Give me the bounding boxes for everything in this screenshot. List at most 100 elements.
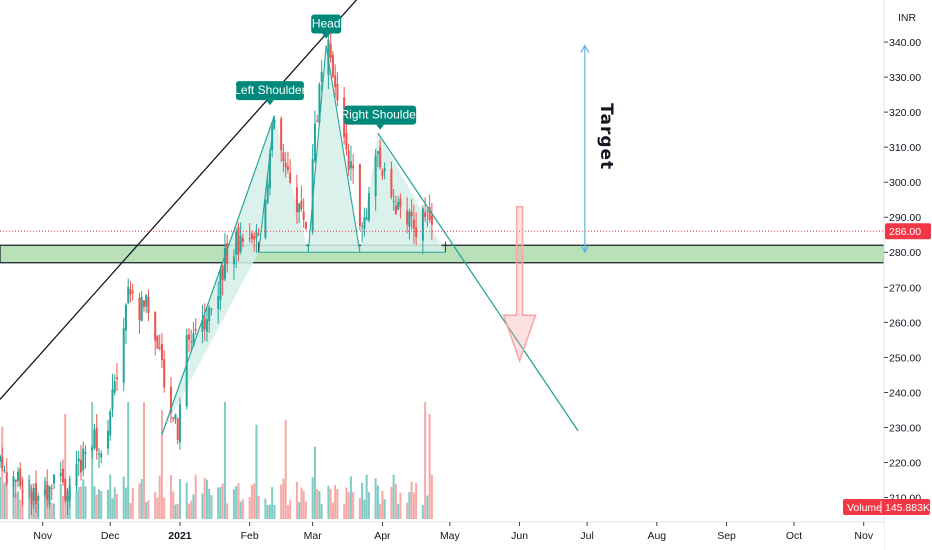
candle-body bbox=[302, 211, 305, 221]
volume-bar bbox=[300, 487, 303, 519]
candle-body bbox=[374, 155, 377, 197]
volume-bar bbox=[250, 484, 253, 519]
volume-bar bbox=[271, 487, 274, 519]
candle-body bbox=[410, 211, 413, 217]
price-tick-label: 230.00 bbox=[889, 422, 921, 434]
volume-bar bbox=[345, 487, 348, 519]
volume-bar bbox=[122, 476, 125, 519]
price-tick-label: 330.00 bbox=[889, 72, 921, 84]
candle-body bbox=[320, 71, 323, 82]
volume-bar bbox=[158, 475, 161, 519]
volume-bar bbox=[100, 491, 103, 519]
candle-body bbox=[426, 210, 429, 212]
candle-body bbox=[255, 232, 258, 238]
candle-body bbox=[223, 248, 226, 280]
candle-body bbox=[43, 489, 46, 495]
price-tick-label: 280.00 bbox=[889, 247, 921, 259]
volume-bar bbox=[52, 503, 55, 519]
candle-body bbox=[109, 411, 112, 436]
candle-body bbox=[138, 297, 141, 321]
candle-body bbox=[178, 404, 181, 443]
candlestick-series bbox=[0, 28, 433, 517]
candle-body bbox=[77, 458, 80, 462]
candle-body bbox=[289, 172, 292, 183]
candle-body bbox=[358, 164, 361, 227]
annotation-label-1: Left Shoulder bbox=[234, 83, 305, 97]
volume-bar bbox=[145, 502, 148, 519]
volume-bar bbox=[415, 482, 418, 519]
candle-body bbox=[336, 83, 339, 101]
candle-body bbox=[295, 187, 298, 213]
candle-body bbox=[208, 307, 211, 322]
candle-body bbox=[367, 193, 370, 221]
candle-body bbox=[106, 430, 109, 449]
volume-bar bbox=[16, 491, 20, 519]
candle-body bbox=[1, 457, 4, 468]
candle-body bbox=[37, 495, 40, 502]
volume-bar bbox=[255, 424, 258, 519]
head-fall-line bbox=[325, 45, 361, 253]
volume-bar bbox=[111, 498, 114, 519]
volume-bar bbox=[284, 419, 287, 519]
volume-bar bbox=[424, 402, 427, 519]
candle-body bbox=[428, 207, 431, 220]
volume-bar bbox=[3, 482, 6, 519]
candle-body bbox=[412, 219, 415, 229]
target-arrow-head-down bbox=[580, 244, 590, 254]
time-tick-label: Jun bbox=[511, 530, 528, 542]
candle-body bbox=[226, 243, 229, 264]
volume-bar bbox=[160, 410, 163, 519]
volume-bar bbox=[347, 492, 350, 519]
price-tick-label: 260.00 bbox=[889, 317, 921, 329]
volume-bar bbox=[190, 500, 193, 519]
target-measure-arrow[interactable] bbox=[580, 44, 590, 254]
candle-body bbox=[115, 377, 118, 379]
time-axis-panel[interactable] bbox=[0, 522, 884, 550]
candle-body bbox=[111, 389, 114, 410]
volume-bar bbox=[142, 402, 145, 519]
volume-bar bbox=[282, 478, 285, 519]
volume-bar bbox=[273, 504, 276, 519]
volume-bar bbox=[304, 501, 307, 519]
time-tick-label: Oct bbox=[786, 530, 802, 542]
volume-bar bbox=[156, 497, 159, 519]
candle-body bbox=[381, 170, 384, 176]
volume-bar bbox=[201, 493, 204, 519]
volume-bar bbox=[95, 494, 98, 519]
volume-bar bbox=[383, 499, 386, 519]
candle-body bbox=[201, 319, 204, 332]
price-tick-label: 220.00 bbox=[889, 457, 921, 469]
volume-bar bbox=[320, 503, 323, 519]
candle-body bbox=[16, 471, 20, 481]
candle-body bbox=[397, 202, 400, 210]
volume-bar bbox=[343, 503, 346, 519]
candle-body bbox=[93, 429, 96, 448]
candle-body bbox=[217, 296, 220, 309]
candle-body bbox=[84, 452, 87, 454]
pattern-annotations: Head Left Shoulder Right Shoulder bbox=[234, 14, 420, 130]
candle-body bbox=[160, 343, 163, 360]
current-price-badge bbox=[885, 223, 931, 240]
volume-bar bbox=[12, 486, 15, 519]
volume-bar bbox=[421, 504, 424, 519]
candle-body bbox=[82, 448, 85, 471]
candle-body bbox=[266, 183, 269, 203]
volume-bar bbox=[352, 492, 355, 519]
annotation-label-0: Head bbox=[312, 17, 341, 31]
time-tick-label: Jul bbox=[580, 530, 593, 542]
candle-body bbox=[390, 168, 393, 198]
volume-bar bbox=[363, 499, 366, 519]
volume-bar bbox=[313, 446, 316, 519]
volume-bar bbox=[226, 503, 229, 519]
volume-bar bbox=[268, 504, 271, 519]
price-axis-panel[interactable] bbox=[884, 0, 932, 550]
candle-body bbox=[203, 317, 206, 330]
volume-bar bbox=[163, 497, 166, 519]
volume-bar bbox=[138, 483, 141, 519]
candle-body bbox=[313, 123, 316, 161]
candle-body bbox=[282, 152, 285, 162]
volume-bar bbox=[50, 502, 53, 519]
projection-down-arrow[interactable] bbox=[502, 205, 537, 364]
